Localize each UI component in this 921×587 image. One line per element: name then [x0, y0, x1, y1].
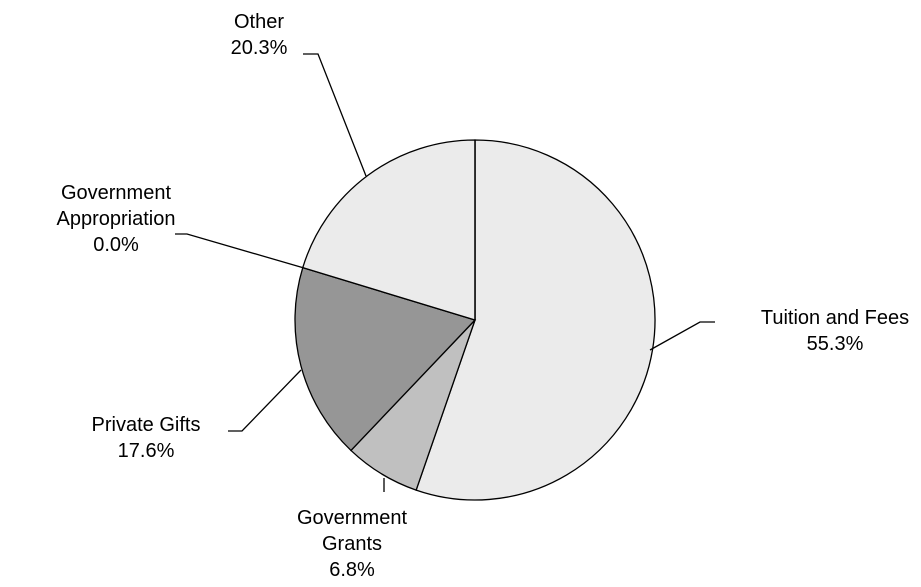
leader-line-government-appropriation: [175, 233, 305, 269]
slice-label-tuition-and-fees: Tuition and Fees 55.3%: [761, 307, 909, 355]
slice-value-private-gifts: 17.6%: [118, 440, 175, 462]
slice-name-private-gifts: Private Gifts: [92, 414, 201, 436]
slice-name-government-appropriation: Government: [61, 182, 171, 204]
slice-value-other: 20.3%: [231, 37, 288, 59]
leader-line-tuition-and-fees: [649, 321, 715, 351]
slice-label-government-appropriation: Government Appropriation 0.0%: [57, 182, 176, 256]
slice-label-government-grants: Government Grants 6.8%: [297, 507, 407, 581]
leader-line-private-gifts: [228, 369, 302, 432]
slice-name-government-grants: Grants: [322, 533, 382, 555]
slice-value-government-appropriation: 0.0%: [93, 234, 139, 256]
slice-labels: Tuition and Fees 55.3% Government Grants 6.8…: [57, 11, 910, 581]
slice-name-tuition-and-fees: Tuition and Fees: [761, 307, 909, 329]
slice-label-other: Other 20.3%: [231, 11, 288, 59]
slice-name-government-grants: Government: [297, 507, 407, 529]
pie-slices: [294, 139, 656, 501]
slice-value-tuition-and-fees: 55.3%: [807, 333, 864, 355]
slice-name-government-appropriation: Appropriation: [57, 208, 176, 230]
pie-slice-other: [301, 139, 476, 321]
slice-name-other: Other: [234, 11, 284, 33]
slice-value-government-grants: 6.8%: [329, 559, 375, 581]
leader-lines: [175, 53, 715, 492]
pie-slice-private-gifts: [294, 266, 477, 452]
leader-line-other: [303, 53, 367, 177]
slice-label-private-gifts: Private Gifts 17.6%: [92, 414, 201, 462]
pie-slice-tuition-and-fees: [415, 139, 656, 501]
